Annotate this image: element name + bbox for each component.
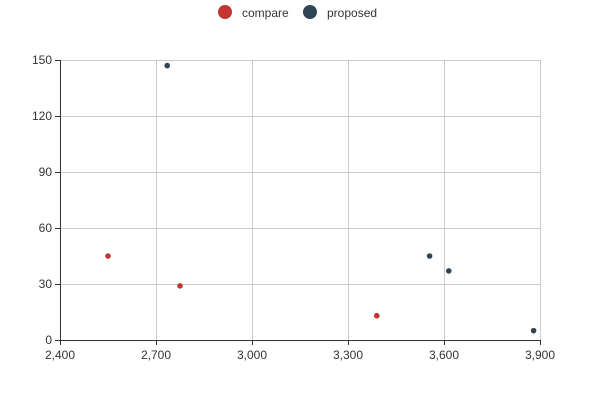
- x-tick-label: 3,000: [237, 348, 267, 362]
- legend-swatch-proposed[interactable]: [303, 5, 317, 19]
- data-point-proposed[interactable]: [164, 62, 170, 69]
- x-axis-tick-labels: 2,400 2,700 3,000 3,300 3,600 3,900: [45, 348, 555, 362]
- y-tick-label: 90: [39, 165, 53, 179]
- data-point-proposed[interactable]: [426, 253, 433, 259]
- x-tick-label: 3,300: [333, 348, 363, 362]
- y-tick-label: 60: [39, 221, 53, 235]
- data-point-compare[interactable]: [177, 283, 183, 289]
- y-tick-label: 0: [45, 333, 52, 347]
- legend-swatch-compare[interactable]: [218, 5, 232, 19]
- data-point-proposed[interactable]: [446, 268, 452, 274]
- x-tick-label: 2,400: [45, 348, 75, 362]
- x-tick-label: 3,900: [525, 348, 555, 362]
- legend-label-compare[interactable]: compare: [242, 6, 289, 20]
- x-tick-label: 2,700: [141, 348, 171, 362]
- y-tick-label: 120: [32, 109, 52, 123]
- data-point-proposed[interactable]: [530, 327, 537, 334]
- y-axis-tick-labels: 0 30 60 90 120 150: [32, 53, 52, 347]
- grid: [60, 60, 541, 341]
- legend-label-proposed[interactable]: proposed: [327, 6, 377, 20]
- data-points: [105, 62, 537, 334]
- axes: [55, 60, 541, 345]
- data-point-compare[interactable]: [105, 253, 111, 259]
- y-tick-label: 30: [39, 277, 53, 291]
- y-tick-label: 150: [32, 53, 52, 67]
- x-tick-label: 3,600: [429, 348, 459, 362]
- data-point-compare[interactable]: [374, 312, 380, 319]
- legend: compare proposed: [218, 5, 377, 20]
